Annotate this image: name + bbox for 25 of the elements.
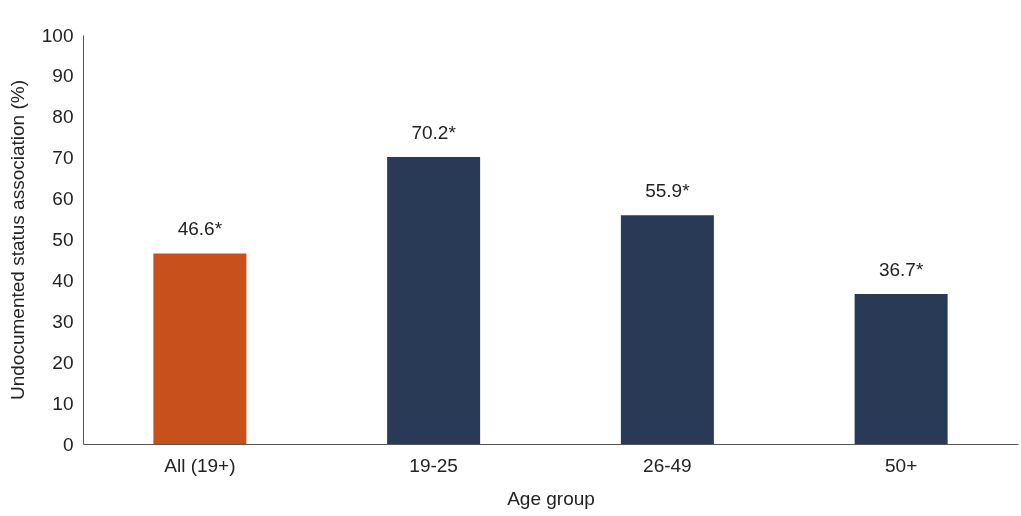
y-tick-label: 30 [52, 310, 74, 332]
bar [153, 253, 247, 444]
data-label: 55.9* [645, 180, 691, 202]
y-tick-label: 50 [52, 229, 74, 250]
y-axis-title: Undocumented status association (%) [6, 80, 28, 400]
bar [387, 156, 481, 444]
data-label: 46.6* [177, 218, 223, 240]
data-label: 36.7* [878, 258, 924, 280]
y-tick-label: 20 [52, 351, 74, 373]
x-tick-label: 50+ [885, 454, 918, 476]
y-tick-label: 0 [62, 433, 74, 455]
y-tick-label: 40 [52, 269, 74, 291]
x-tick-label: All (19+) [164, 454, 236, 476]
x-tick-label: 26-49 [643, 454, 692, 476]
y-tick-label: 90 [52, 65, 74, 87]
bar [854, 293, 948, 444]
y-tick-label: 60 [52, 188, 74, 210]
y-tick-label: 70 [52, 147, 74, 169]
y-tick-label: 100 [41, 24, 74, 46]
y-tick-label: 80 [52, 106, 74, 128]
y-tick-label: 10 [52, 392, 74, 414]
bar [620, 215, 714, 444]
x-axis-title: Age group [507, 487, 595, 509]
x-tick-label: 19-25 [409, 454, 458, 476]
data-label: 70.2* [411, 121, 457, 143]
